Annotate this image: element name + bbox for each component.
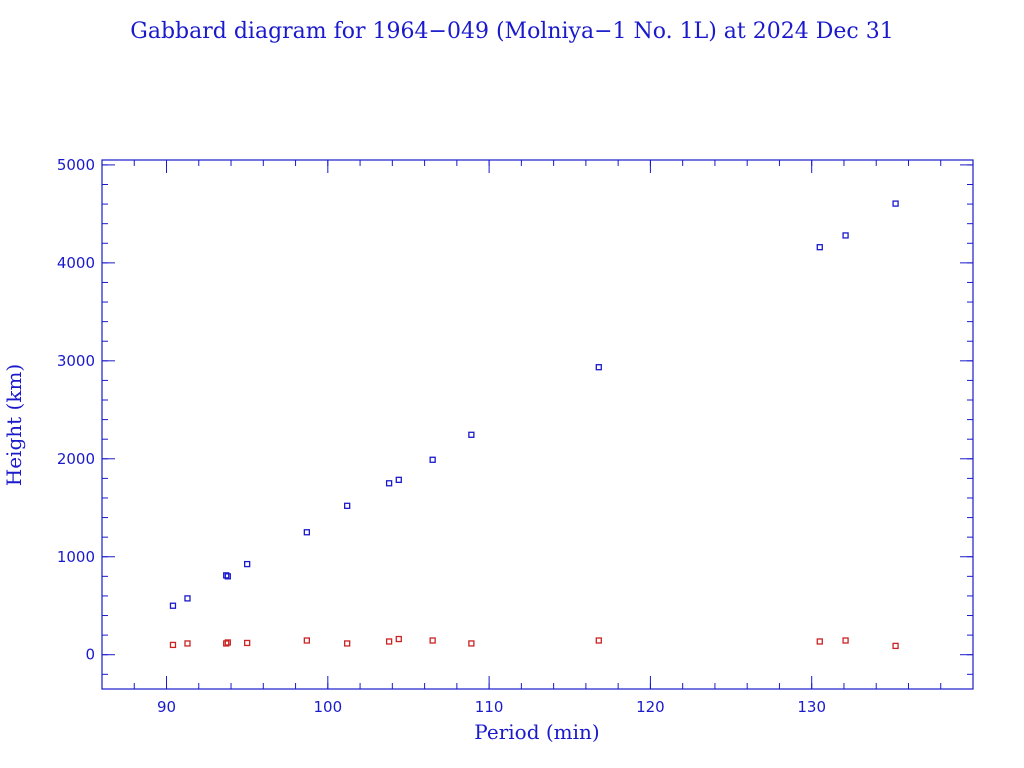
perigee-point bbox=[468, 640, 475, 647]
perigee-point bbox=[344, 640, 351, 647]
apogee-point bbox=[395, 476, 402, 483]
apogee-point bbox=[892, 200, 899, 207]
apogee-point bbox=[816, 244, 823, 251]
x-tick-label: 120 bbox=[636, 698, 665, 716]
apogee-point bbox=[223, 572, 230, 579]
perigee-point bbox=[595, 637, 602, 644]
apogee-point bbox=[468, 431, 475, 438]
apogee-point bbox=[595, 364, 602, 371]
data-points bbox=[169, 200, 899, 650]
y-tick-label: 3000 bbox=[57, 352, 95, 370]
x-axis-label: Period (min) bbox=[474, 720, 599, 744]
y-tick-label: 4000 bbox=[57, 254, 95, 272]
perigee-point bbox=[184, 640, 191, 647]
apogee-point bbox=[244, 560, 251, 568]
apogee-point bbox=[224, 573, 231, 580]
perigee-point bbox=[385, 638, 393, 645]
apogee-point bbox=[429, 456, 436, 463]
apogee-point bbox=[169, 602, 177, 609]
tick-labels: 90 100 110 120 130 0 1000 2000 3000 4000 5000 bbox=[57, 156, 826, 716]
perigee-point bbox=[169, 641, 177, 649]
apogee-point bbox=[842, 232, 849, 239]
perigee-point bbox=[223, 640, 230, 647]
perigee-point bbox=[244, 639, 251, 647]
x-tick-label: 130 bbox=[797, 698, 826, 716]
x-tick-label: 100 bbox=[313, 698, 342, 716]
chart-title: Gabbard diagram for 1964−049 (Molniya−1 … bbox=[130, 19, 893, 44]
apogee-point bbox=[184, 595, 191, 602]
plot-frame bbox=[101, 159, 974, 690]
x-tick-label: 90 bbox=[157, 698, 176, 716]
perigee-point bbox=[816, 638, 823, 645]
y-tick-label: 1000 bbox=[57, 548, 95, 566]
perigee-point bbox=[842, 637, 849, 644]
perigee-point bbox=[892, 642, 899, 650]
apogee-point bbox=[385, 480, 393, 487]
perigee-point bbox=[395, 635, 402, 643]
apogee-point bbox=[344, 502, 351, 509]
perigee-point bbox=[303, 637, 310, 644]
y-axis-label: Height (km) bbox=[2, 364, 26, 486]
x-tick-label: 110 bbox=[475, 698, 504, 716]
apogee-point bbox=[303, 529, 310, 536]
y-tick-label: 2000 bbox=[57, 450, 95, 468]
y-tick-label: 0 bbox=[85, 646, 95, 664]
perigee-point bbox=[429, 637, 436, 644]
y-tick-label: 5000 bbox=[57, 156, 95, 174]
perigee-point bbox=[224, 639, 231, 646]
axis-ticks bbox=[101, 160, 974, 689]
